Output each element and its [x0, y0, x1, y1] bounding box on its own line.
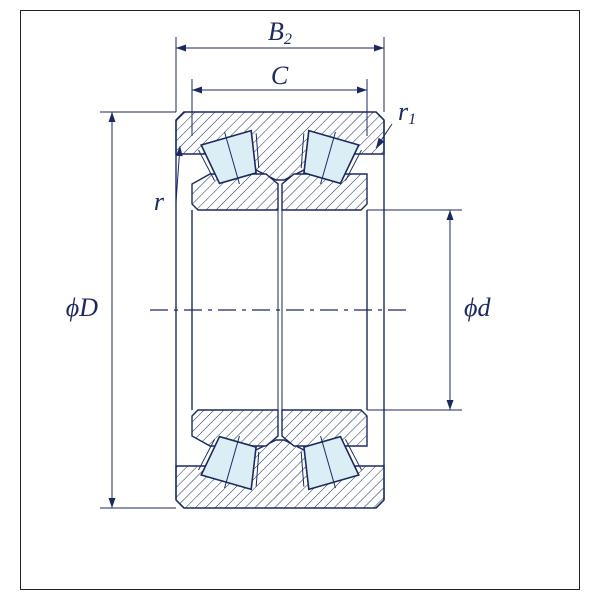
dim-label-B2: B2	[268, 17, 292, 48]
bearing-cross-section-diagram: B2 Cr r1 ϕD ϕd	[0, 0, 600, 600]
dim-label-r: r	[154, 187, 165, 216]
dim-label-C: C	[271, 61, 289, 90]
dim-label-phid: ϕd	[464, 293, 491, 322]
dim-label-phiD: ϕD	[66, 293, 98, 322]
dim-label-r1: r1	[398, 97, 416, 128]
